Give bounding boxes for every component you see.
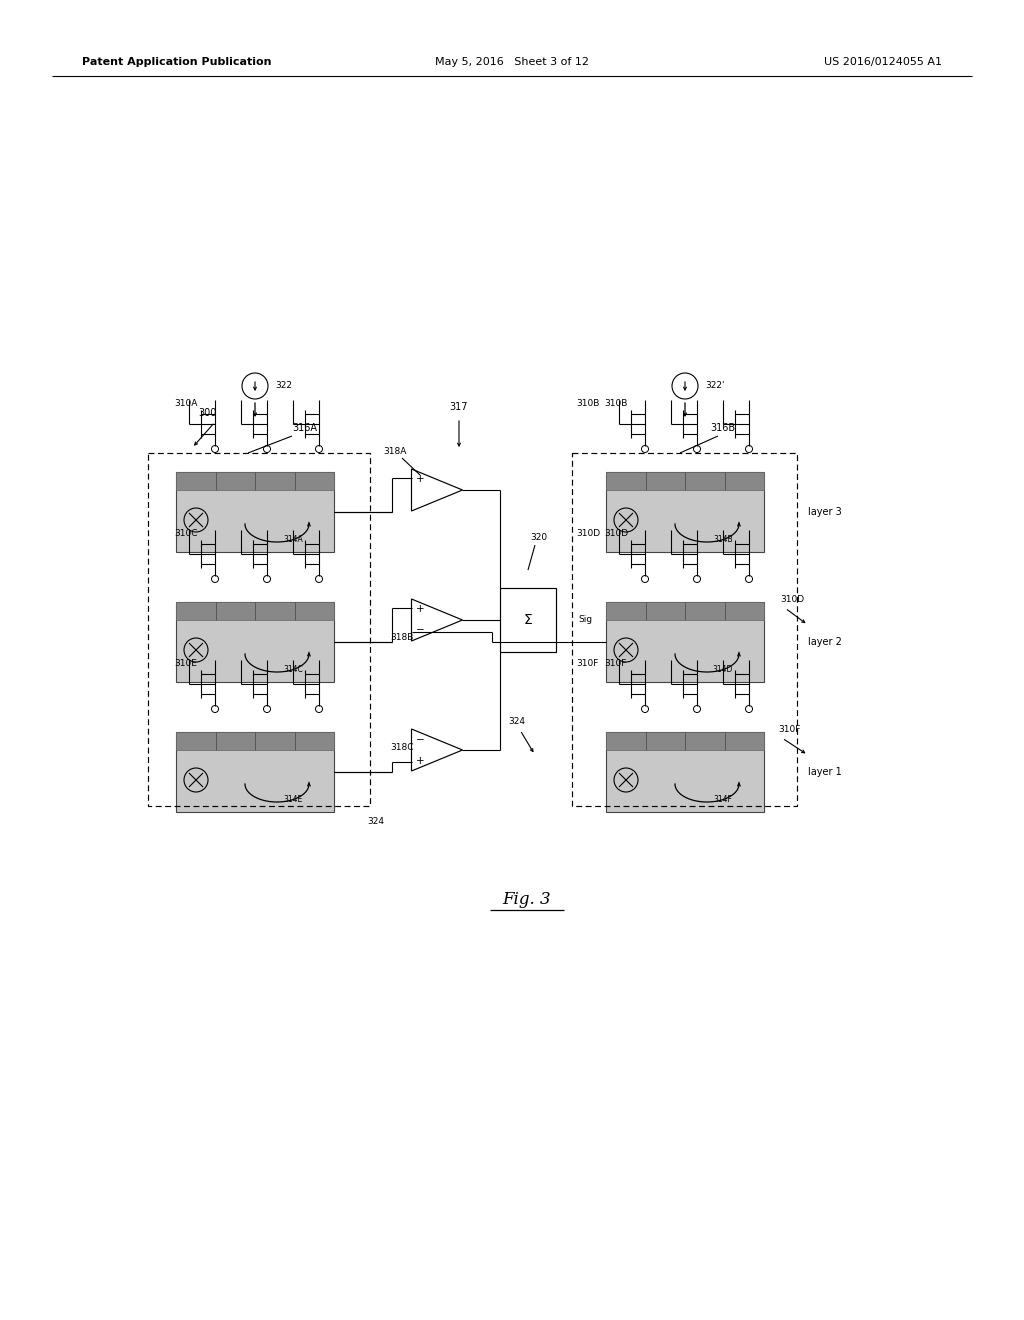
Text: 316A: 316A (292, 422, 317, 433)
Text: 300: 300 (198, 408, 216, 418)
Text: +: + (416, 474, 424, 484)
Bar (606, 602, 764, 620)
Bar (176, 733, 334, 750)
Text: −: − (416, 734, 424, 744)
Text: 324: 324 (367, 817, 384, 826)
Text: 314D: 314D (713, 665, 733, 675)
Text: 310B: 310B (575, 400, 599, 408)
Text: 310F: 310F (604, 660, 627, 668)
Bar (606, 602, 764, 682)
Text: 310E: 310E (174, 660, 197, 668)
Bar (176, 602, 334, 682)
Text: 310A: 310A (174, 400, 198, 408)
Text: 317: 317 (450, 403, 468, 412)
Text: 320: 320 (530, 533, 547, 543)
Text: Patent Application Publication: Patent Application Publication (82, 57, 271, 67)
Text: 310F: 310F (575, 660, 598, 668)
Text: +: + (416, 605, 424, 615)
Text: layer 3: layer 3 (808, 507, 842, 517)
Text: Σ: Σ (523, 612, 532, 627)
Text: 322': 322' (705, 381, 725, 391)
Text: 324: 324 (508, 718, 525, 726)
Text: 310D: 310D (604, 529, 628, 539)
Text: layer 1: layer 1 (808, 767, 842, 777)
Text: US 2016/0124055 A1: US 2016/0124055 A1 (824, 57, 942, 67)
Text: Sig: Sig (578, 615, 592, 624)
Text: 318C: 318C (390, 743, 414, 752)
Bar (606, 473, 764, 490)
Bar (500, 587, 556, 652)
Bar (176, 473, 334, 490)
Bar (606, 733, 764, 750)
Text: 310D: 310D (780, 595, 804, 605)
Text: layer 2: layer 2 (808, 638, 842, 647)
Text: 310F: 310F (778, 726, 801, 734)
Text: +: + (416, 755, 424, 766)
Bar (176, 602, 334, 620)
Text: 314E: 314E (284, 796, 303, 804)
Text: 310D: 310D (575, 529, 600, 539)
Bar (176, 473, 334, 552)
Text: 314B: 314B (713, 536, 733, 544)
Text: 318A: 318A (383, 447, 407, 457)
Text: 314A: 314A (283, 536, 303, 544)
Text: 322: 322 (275, 381, 292, 391)
Text: 310B: 310B (604, 400, 628, 408)
Bar (572, 453, 797, 807)
Text: 314C: 314C (283, 665, 303, 675)
Text: May 5, 2016   Sheet 3 of 12: May 5, 2016 Sheet 3 of 12 (435, 57, 589, 67)
Text: 318B: 318B (390, 634, 414, 643)
Text: 310C: 310C (174, 529, 198, 539)
Text: 316B: 316B (710, 422, 735, 433)
Bar (148, 453, 370, 807)
Bar (606, 733, 764, 812)
Text: 314F: 314F (714, 796, 732, 804)
Bar (176, 733, 334, 812)
Text: Fig. 3: Fig. 3 (503, 891, 551, 908)
Bar (606, 473, 764, 552)
Text: −: − (416, 626, 424, 635)
